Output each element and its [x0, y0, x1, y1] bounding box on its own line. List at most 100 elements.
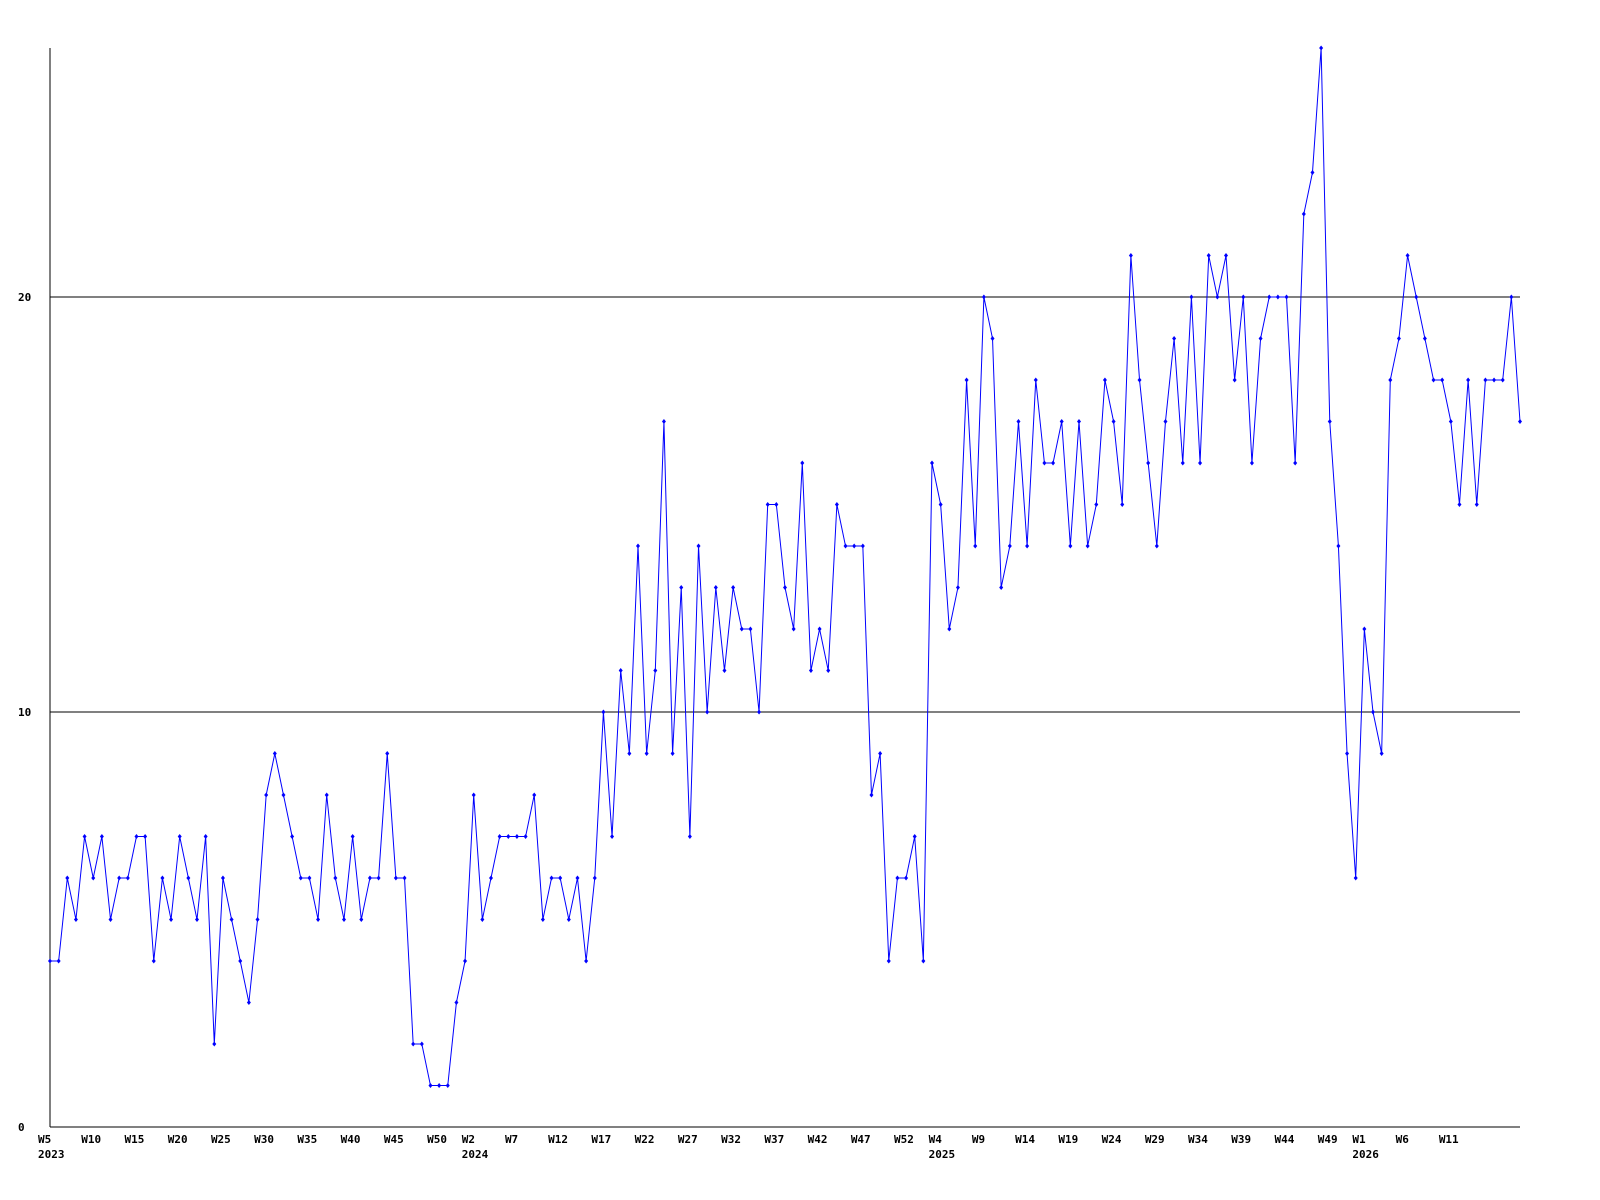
x-tick-label: W24: [1102, 1133, 1122, 1146]
x-tick-label: W47: [851, 1133, 871, 1146]
x-tick-label: W9: [972, 1133, 985, 1146]
data-point: [826, 668, 831, 673]
data-point: [930, 460, 934, 466]
data-point: [402, 875, 407, 881]
data-point: [1077, 419, 1081, 424]
data-point: [1371, 709, 1375, 715]
data-point: [696, 543, 701, 549]
data-point: [1180, 460, 1185, 466]
x-tick-label: W1: [1352, 1133, 1366, 1146]
data-point: [359, 917, 364, 922]
data-point: [1267, 294, 1272, 300]
data-point: [1163, 419, 1168, 424]
x-tick-label: W19: [1058, 1133, 1078, 1146]
data-point: [471, 792, 476, 798]
x-tick-label: W20: [168, 1133, 188, 1146]
data-point: [999, 585, 1004, 590]
data-point: [549, 875, 554, 881]
data-point: [419, 1041, 424, 1047]
data-point: [393, 875, 398, 881]
data-point: [938, 502, 943, 507]
x-tick-label: W44: [1275, 1133, 1295, 1146]
data-point: [497, 834, 502, 839]
data-point: [636, 543, 640, 549]
data-point: [1440, 377, 1445, 383]
data-point: [1016, 419, 1021, 424]
data-point: [1154, 543, 1159, 549]
data-point: [1509, 294, 1514, 300]
data-point: [117, 875, 122, 881]
data-point: [1128, 253, 1133, 258]
data-point: [566, 917, 571, 922]
data-point: [1198, 460, 1203, 466]
data-point: [307, 875, 312, 881]
data-point: [1189, 294, 1194, 300]
data-point: [108, 917, 113, 922]
x-tick-label: W14: [1015, 1133, 1035, 1146]
data-point: [1275, 294, 1280, 300]
data-point: [134, 834, 139, 839]
data-point: [367, 875, 372, 881]
data-point: [1422, 336, 1427, 341]
data-point: [1224, 253, 1228, 258]
data-point: [1500, 377, 1505, 383]
data-point: [1345, 751, 1350, 756]
data-point: [1137, 377, 1142, 383]
data-point: [895, 875, 900, 881]
data-point: [1483, 377, 1488, 383]
data-point: [1293, 460, 1298, 466]
data-point: [1353, 875, 1358, 881]
data-point: [350, 834, 355, 839]
data-point: [1336, 543, 1341, 549]
x-tick-label: W35: [297, 1133, 317, 1146]
data-point: [1249, 460, 1254, 466]
data-point: [212, 1041, 217, 1047]
data-point: [783, 585, 787, 590]
data-point: [1085, 543, 1090, 549]
data-point: [1362, 626, 1367, 632]
x-year-label: 2023: [38, 1148, 65, 1161]
data-point: [195, 917, 199, 922]
data-point: [1431, 377, 1436, 383]
data-point: [592, 875, 597, 881]
x-tick-label: W22: [635, 1133, 655, 1146]
data-point: [584, 958, 589, 964]
data-point: [463, 958, 468, 964]
data-point: [264, 792, 269, 798]
data-point: [1319, 45, 1324, 51]
data-point: [177, 834, 182, 839]
data-point: [1448, 419, 1453, 424]
data-point: [990, 336, 995, 341]
data-point: [376, 875, 381, 881]
data-point: [713, 585, 718, 590]
data-point: [1241, 294, 1246, 300]
data-point: [757, 709, 762, 715]
data-point: [800, 460, 805, 466]
data-line: [50, 47, 1521, 1086]
data-point: [125, 875, 130, 881]
data-point: [272, 751, 277, 756]
data-point: [480, 917, 485, 922]
data-point: [1215, 294, 1220, 300]
data-point: [653, 668, 658, 673]
data-point: [1042, 460, 1047, 466]
data-point: [1007, 543, 1012, 549]
data-point: [644, 751, 649, 756]
data-point: [1206, 253, 1211, 258]
data-point: [1379, 751, 1384, 756]
data-point: [99, 834, 104, 839]
data-point: [1301, 211, 1306, 217]
x-tick-label: W4: [929, 1133, 943, 1146]
data-point: [385, 751, 390, 756]
data-point: [627, 751, 632, 756]
x-tick-label: W25: [211, 1133, 231, 1146]
x-tick-label: W30: [254, 1133, 274, 1146]
data-point: [679, 585, 684, 590]
data-point: [169, 917, 174, 922]
y-tick-label: 10: [18, 706, 31, 719]
data-point: [1466, 377, 1471, 383]
x-tick-label: W42: [808, 1133, 828, 1146]
data-point: [834, 502, 839, 507]
